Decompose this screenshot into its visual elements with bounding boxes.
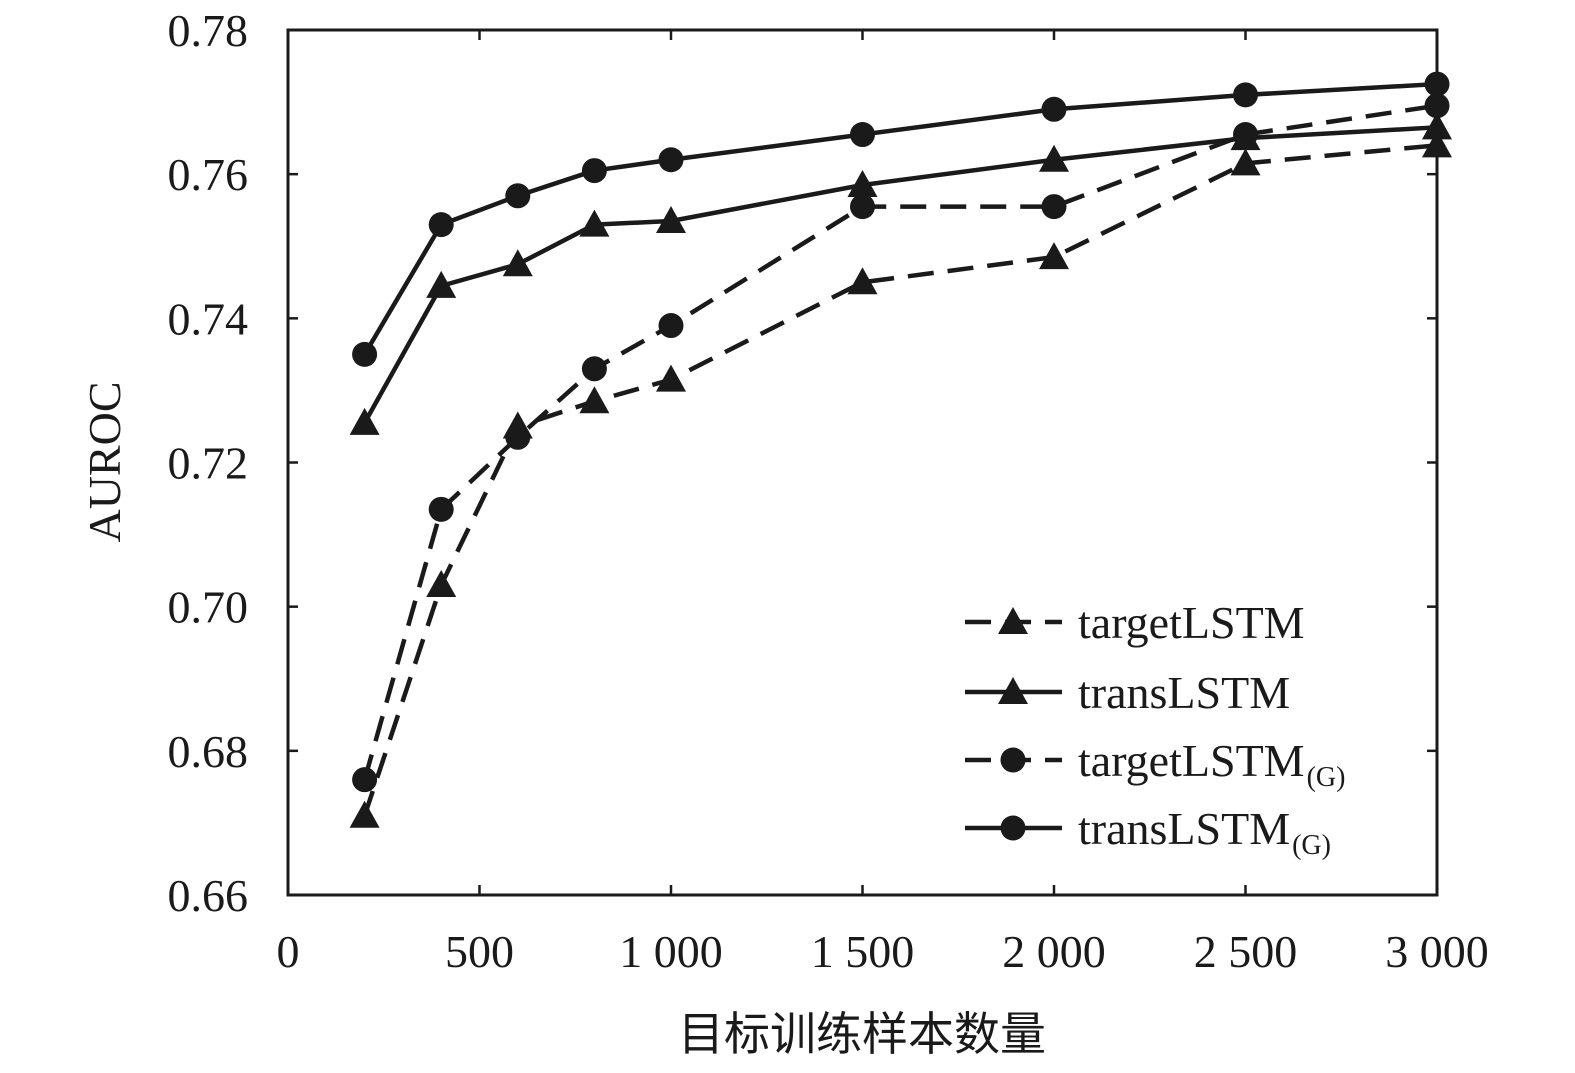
legend-triangle-marker <box>998 677 1028 704</box>
data-point-triangle <box>1039 242 1069 270</box>
data-point-circle <box>428 212 454 238</box>
legend-circle-marker <box>1000 747 1026 773</box>
data-point-circle <box>850 122 875 148</box>
legend-label: targetLSTM <box>1078 735 1305 786</box>
legend-label-subscript: (G) <box>1292 830 1331 861</box>
x-axis-title: 目标训练样本数量 <box>678 1009 1046 1060</box>
x-tick-label: 500 <box>445 926 514 977</box>
data-point-triangle <box>1422 112 1452 140</box>
data-point-circle <box>581 356 607 382</box>
legend-label: transLSTM <box>1078 803 1290 854</box>
legend-triangle-marker <box>998 607 1028 634</box>
series-layer <box>349 71 1452 828</box>
data-point-triangle <box>426 570 457 598</box>
legend-item: targetLSTM <box>965 597 1305 648</box>
data-point-circle <box>658 147 684 173</box>
data-point-circle <box>850 194 875 220</box>
data-point-triangle <box>656 206 686 234</box>
data-point-triangle <box>1230 148 1261 176</box>
data-point-triangle <box>847 267 878 295</box>
data-point-circle <box>1233 122 1258 148</box>
legend-item: targetLSTM (G) <box>965 735 1345 793</box>
data-point-circle <box>505 183 531 209</box>
series-3 <box>352 93 1450 793</box>
x-tick-label: 1 000 <box>619 926 723 977</box>
data-point-triangle <box>349 407 380 435</box>
data-point-triangle <box>656 364 686 392</box>
data-point-triangle <box>847 169 878 197</box>
x-tick-label: 0 <box>277 926 300 977</box>
data-point-triangle <box>579 386 610 414</box>
data-point-triangle <box>1422 130 1452 158</box>
data-point-triangle <box>502 249 533 277</box>
legend-item: transLSTM <box>965 667 1290 718</box>
legend-label-subscript: (G) <box>1307 762 1346 793</box>
y-tick-label: 0.70 <box>168 582 249 633</box>
data-point-circle <box>352 767 378 793</box>
data-point-triangle <box>349 800 380 828</box>
data-point-triangle <box>1039 144 1069 172</box>
series-2 <box>349 112 1452 435</box>
series-line <box>362 81 1438 356</box>
y-tick-label: 0.72 <box>168 438 249 489</box>
y-tick-label: 0.78 <box>168 5 249 56</box>
legend-circle-marker <box>1000 815 1026 841</box>
data-point-triangle <box>579 209 610 237</box>
data-point-circle <box>1233 82 1258 108</box>
y-tick-label: 0.66 <box>168 870 249 921</box>
data-point-circle <box>658 313 684 339</box>
y-tick-label: 0.74 <box>168 293 249 344</box>
legend-label: transLSTM <box>1078 667 1290 718</box>
data-point-circle <box>581 158 607 184</box>
data-point-circle <box>1424 93 1450 119</box>
data-point-triangle <box>426 270 457 298</box>
axis-ticks: 0 500 1 000 1 500 2 000 2 500 3 000 0.66 0.68 0.7… <box>168 5 1489 977</box>
data-point-circle <box>428 496 454 522</box>
y-tick-label: 0.76 <box>168 149 249 200</box>
x-tick-label: 2 000 <box>1002 926 1106 977</box>
x-tick-label: 1 500 <box>811 926 915 977</box>
y-axis-title: AUROC <box>79 381 130 542</box>
data-point-circle <box>352 341 378 367</box>
data-point-circle <box>505 424 531 450</box>
x-tick-label: 3 000 <box>1385 926 1489 977</box>
series-1 <box>349 130 1452 828</box>
legend-item: transLSTM (G) <box>965 803 1331 861</box>
data-point-circle <box>1041 96 1067 122</box>
data-point-circle <box>1041 194 1067 220</box>
data-point-circle <box>1424 71 1450 97</box>
legend-label: targetLSTM <box>1078 597 1305 648</box>
y-tick-label: 0.68 <box>168 726 249 777</box>
series-4 <box>352 71 1450 367</box>
x-tick-label: 2 500 <box>1194 926 1298 977</box>
